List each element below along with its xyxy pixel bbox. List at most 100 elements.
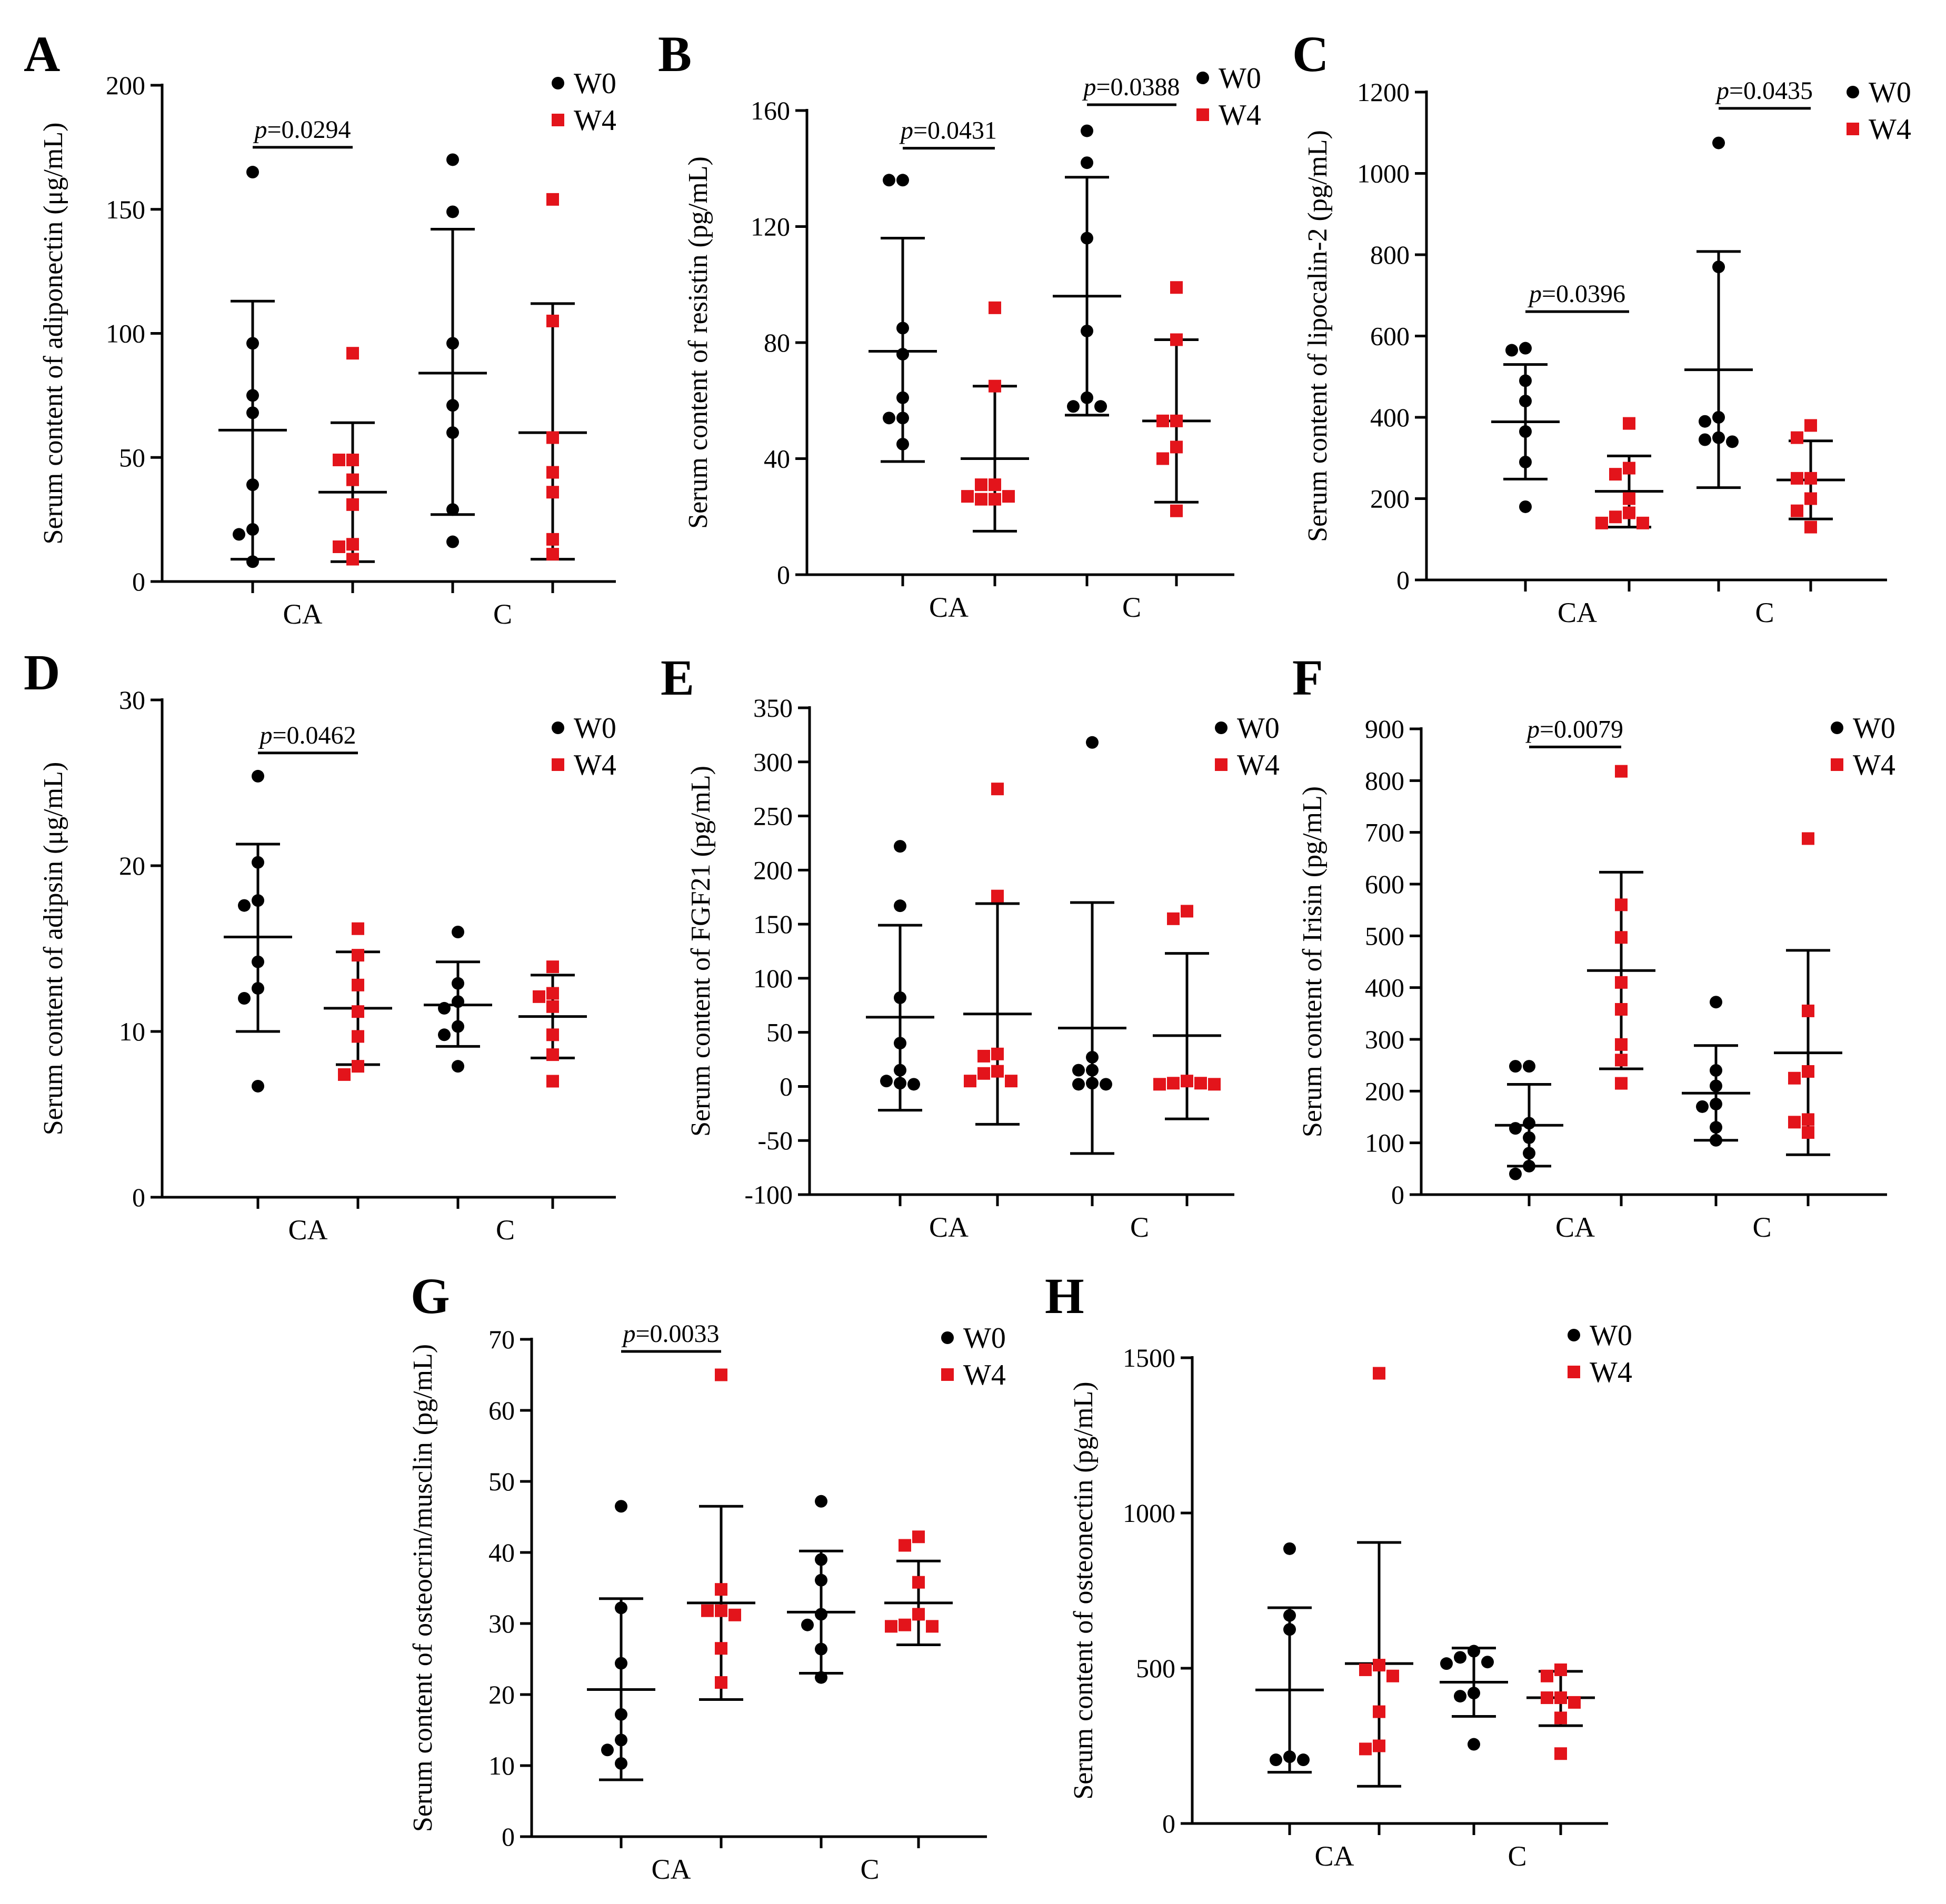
series-w4-ca bbox=[1345, 1367, 1413, 1788]
panel-letter-f: F bbox=[1292, 649, 1323, 706]
panel-letter-e: E bbox=[661, 649, 694, 706]
data-point bbox=[1509, 1122, 1522, 1135]
data-point bbox=[1726, 435, 1739, 448]
data-point bbox=[1170, 414, 1183, 427]
legend-label-w0: W0 bbox=[1237, 712, 1280, 745]
data-point bbox=[252, 856, 264, 869]
y-tick-label: 20 bbox=[119, 851, 145, 880]
data-point bbox=[1067, 400, 1080, 413]
data-point bbox=[912, 1530, 925, 1544]
legend-marker-w0 bbox=[941, 1331, 954, 1344]
y-tick-label: 10 bbox=[119, 1017, 145, 1046]
data-point bbox=[252, 894, 264, 907]
data-point bbox=[1208, 1078, 1221, 1091]
panel-h: H 0 500 1000 1500 CA C Serum content of osteone… bbox=[1045, 1268, 1632, 1872]
series-w0-ca bbox=[1255, 1542, 1324, 1774]
data-point bbox=[896, 412, 909, 425]
data-point bbox=[907, 1078, 920, 1091]
data-point bbox=[446, 426, 459, 439]
data-point bbox=[615, 1708, 627, 1721]
data-point bbox=[1170, 281, 1183, 294]
data-point bbox=[1002, 490, 1015, 503]
data-point bbox=[546, 533, 559, 546]
panel-letter-a: A bbox=[24, 26, 60, 82]
data-point bbox=[1519, 455, 1532, 468]
data-point bbox=[446, 337, 459, 350]
data-point bbox=[352, 1005, 364, 1018]
data-point bbox=[1802, 1065, 1814, 1078]
data-point bbox=[961, 490, 974, 503]
data-point bbox=[1283, 1542, 1296, 1555]
legend-marker-w0 bbox=[552, 77, 564, 89]
data-point bbox=[701, 1604, 714, 1617]
series-w0-ca bbox=[218, 166, 287, 568]
data-point bbox=[546, 960, 559, 974]
y-tick-label: 1500 bbox=[1123, 1343, 1175, 1372]
data-point bbox=[1072, 1064, 1085, 1077]
legend-label-w0: W0 bbox=[1869, 76, 1911, 109]
legend-label-w0: W0 bbox=[574, 712, 616, 745]
x-category-label-ca: CA bbox=[929, 592, 969, 623]
y-tick-label: 800 bbox=[1370, 240, 1410, 269]
series-w0-c bbox=[1058, 736, 1126, 1155]
y-tick-label: 0 bbox=[502, 1822, 515, 1851]
series-w4-ca bbox=[324, 922, 392, 1081]
data-point bbox=[446, 153, 459, 166]
y-tick-label: 500 bbox=[1365, 921, 1404, 950]
data-point bbox=[246, 478, 259, 492]
data-point bbox=[1615, 931, 1628, 944]
data-point bbox=[1454, 1690, 1466, 1703]
y-tick-label: 70 bbox=[488, 1325, 515, 1354]
y-axis-label: Serum content of Irisin (pg/mL) bbox=[1298, 786, 1328, 1137]
legend-marker-w4 bbox=[941, 1368, 954, 1381]
data-point bbox=[246, 555, 259, 568]
data-point bbox=[246, 337, 259, 350]
panel-e: E -100 -50 0 50 100 150 200 250 300 350 CA C Serum co… bbox=[661, 649, 1280, 1243]
data-point bbox=[252, 982, 264, 995]
y-tick-label: 200 bbox=[106, 71, 145, 100]
data-point bbox=[894, 899, 906, 913]
legend-label-w4: W4 bbox=[1590, 1356, 1632, 1389]
series-w4-ca bbox=[1595, 417, 1663, 529]
data-point bbox=[1519, 425, 1532, 438]
data-point bbox=[246, 389, 259, 402]
panel-c: C 0 200 400 600 800 1000 1200 CA C Serum content o… bbox=[1292, 26, 1911, 628]
legend-label-w0: W0 bbox=[963, 1322, 1006, 1355]
y-axis-label: Serum content of osteonectin (pg/mL) bbox=[1069, 1381, 1099, 1799]
x-category-label-ca: CA bbox=[1314, 1840, 1354, 1872]
legend-label-w4: W4 bbox=[1237, 749, 1280, 781]
y-tick-label: 1200 bbox=[1357, 77, 1410, 107]
data-point bbox=[899, 1618, 911, 1631]
data-point bbox=[1440, 1657, 1453, 1670]
y-tick-label: 0 bbox=[780, 1071, 793, 1101]
data-point bbox=[352, 1060, 364, 1073]
data-point bbox=[1167, 912, 1180, 925]
data-point bbox=[546, 486, 559, 499]
y-tick-label: 400 bbox=[1370, 403, 1410, 432]
data-point bbox=[815, 1574, 827, 1587]
data-point bbox=[1194, 1077, 1207, 1090]
data-point bbox=[546, 431, 559, 444]
data-point bbox=[815, 1553, 827, 1566]
data-point bbox=[615, 1500, 627, 1513]
data-point bbox=[989, 493, 1001, 506]
data-point bbox=[246, 406, 259, 419]
data-point bbox=[1270, 1753, 1282, 1767]
p-value-label: p=0.0462 bbox=[258, 721, 356, 749]
data-point bbox=[1710, 1121, 1722, 1134]
series-w4-ca bbox=[963, 783, 1032, 1126]
legend-label-w0: W0 bbox=[1853, 712, 1895, 745]
data-point bbox=[1791, 472, 1803, 485]
data-point bbox=[894, 1064, 906, 1077]
data-point bbox=[1373, 1739, 1385, 1752]
panel-g: G 0 10 20 30 40 50 60 70 CA C Serum content of oste… bbox=[408, 1268, 1006, 1885]
data-point bbox=[894, 1077, 906, 1090]
y-tick-label: 600 bbox=[1370, 322, 1410, 351]
data-point bbox=[975, 493, 987, 506]
